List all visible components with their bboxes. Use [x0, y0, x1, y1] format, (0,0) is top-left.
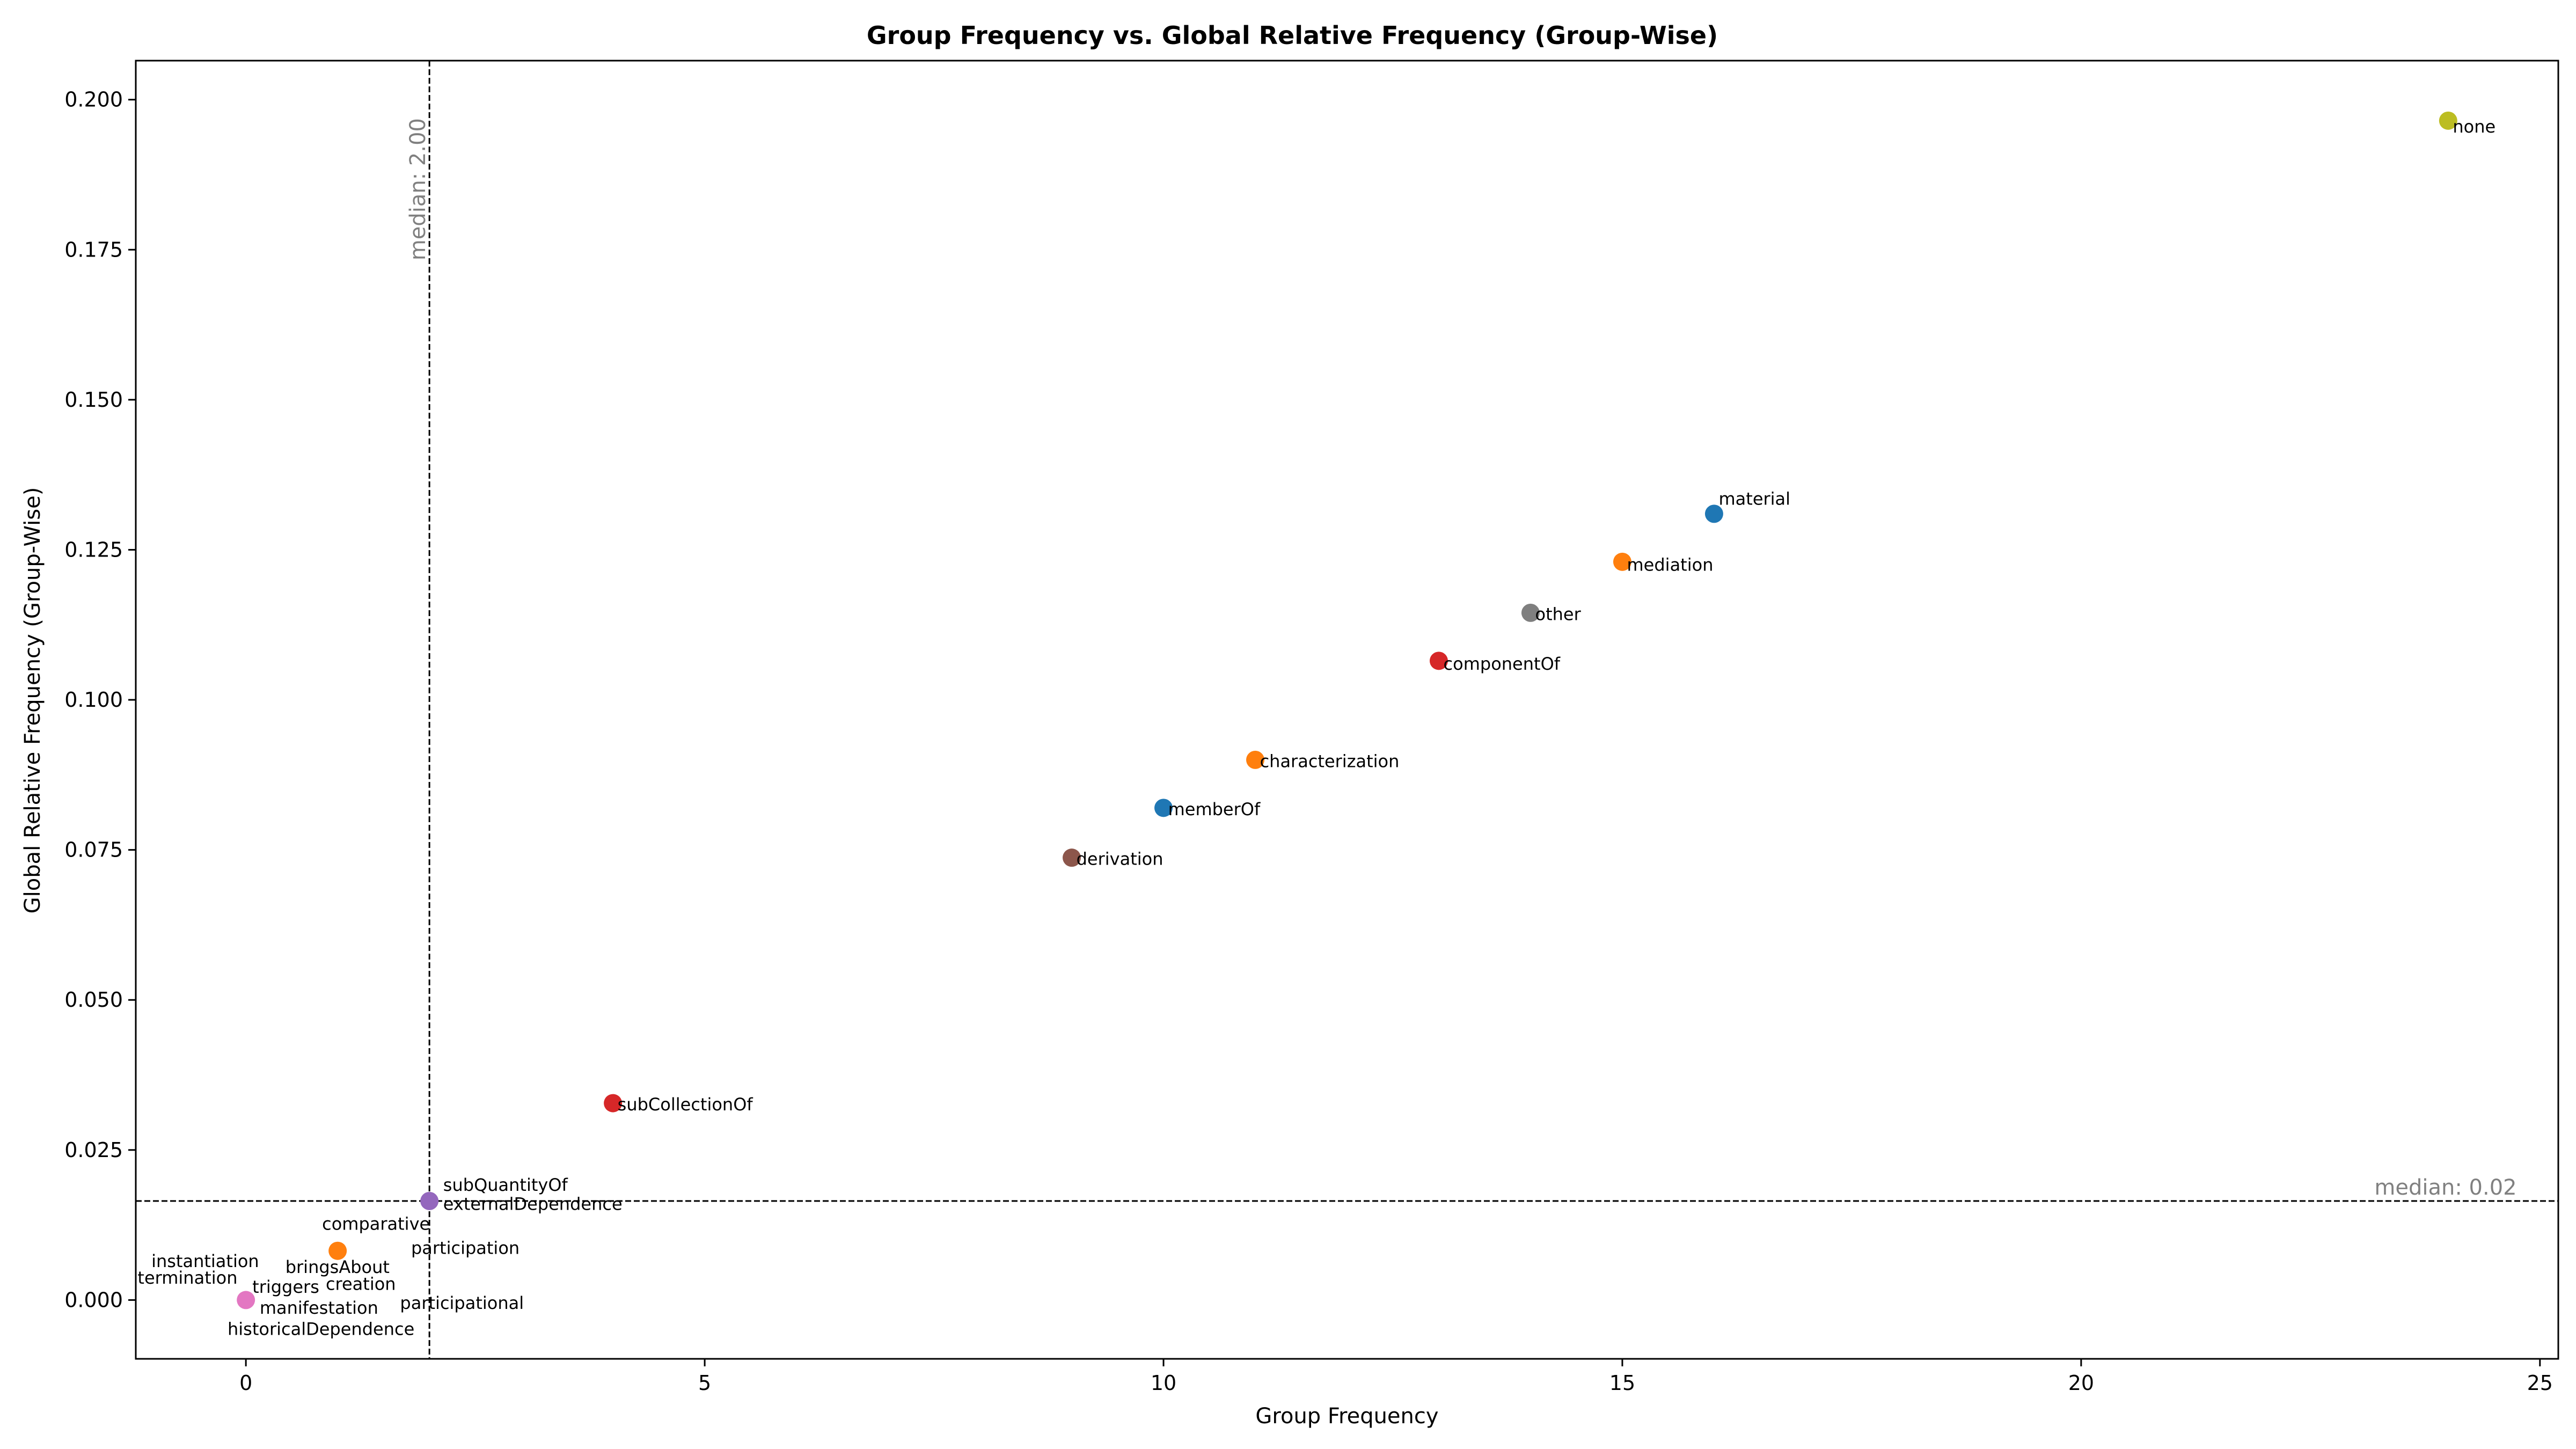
point-label: other	[1535, 604, 1582, 624]
point-label: creation	[326, 1274, 396, 1294]
data-point	[328, 1241, 347, 1260]
data-point	[420, 1191, 439, 1210]
x-tick-label: 0	[239, 1371, 252, 1395]
y-tick-label: 0.025	[64, 1138, 123, 1162]
y-tick-label: 0.100	[64, 688, 123, 712]
data-point	[604, 1094, 623, 1113]
x-tick-label: 15	[1609, 1371, 1635, 1395]
plot-area: median: 2.00 median: 0.02 0 5 10 15 20 25 0.000 0…	[64, 60, 2559, 1395]
point-label: participation	[411, 1238, 519, 1258]
point-label: memberOf	[1168, 799, 1261, 819]
point-label: material	[1718, 489, 1790, 509]
x-tick-label: 25	[2527, 1371, 2553, 1395]
point-label: instantiation	[151, 1251, 259, 1271]
data-point	[237, 1291, 255, 1309]
point-label: comparative	[322, 1214, 430, 1234]
x-tick-label: 10	[1151, 1371, 1176, 1395]
point-label: mediation	[1627, 555, 1714, 575]
point-label: componentOf	[1444, 654, 1561, 674]
x-tick-label: 5	[698, 1371, 711, 1395]
y-tick-label: 0.125	[64, 538, 123, 561]
point-label: derivation	[1077, 849, 1163, 869]
data-point	[1521, 603, 1540, 622]
y-tick-label: 0.200	[64, 88, 123, 112]
point-label: externalDependence	[443, 1194, 623, 1214]
data-point	[1246, 750, 1265, 769]
median-x-label: median: 2.00	[406, 118, 430, 260]
y-tick-label: 0.075	[64, 838, 123, 862]
chart-title: Group Frequency vs. Global Relative Freq…	[867, 21, 1718, 50]
y-tick-label: 0.000	[64, 1288, 123, 1312]
median-y-label: median: 0.02	[2374, 1175, 2516, 1200]
y-tick-label: 0.175	[64, 238, 123, 261]
point-label: subCollectionOf	[618, 1094, 753, 1115]
axes-frame	[135, 60, 2559, 1360]
x-tick-label: 20	[2068, 1371, 2094, 1395]
point-label: triggers	[252, 1277, 319, 1297]
y-axis-label: Global Relative Frequency (Group-Wise)	[20, 487, 45, 914]
point-label: termination	[137, 1268, 237, 1288]
data-point	[1613, 552, 1631, 571]
point-label: none	[2453, 116, 2496, 137]
data-point	[1063, 848, 1081, 867]
point-label: characterization	[1260, 751, 1400, 771]
point-label: manifestation	[260, 1298, 378, 1318]
data-point	[2439, 111, 2457, 130]
point-label: historicalDependence	[228, 1319, 414, 1339]
x-axis-label: Group Frequency	[1255, 1404, 1438, 1429]
y-tick-label: 0.150	[64, 388, 123, 412]
point-label: bringsAbout	[286, 1257, 390, 1277]
y-tick-label: 0.050	[64, 988, 123, 1012]
data-point	[1154, 799, 1173, 817]
data-point	[1429, 652, 1448, 670]
point-label: subQuantityOf	[443, 1175, 568, 1195]
data-point	[1704, 504, 1723, 523]
point-label: participational	[400, 1293, 524, 1313]
